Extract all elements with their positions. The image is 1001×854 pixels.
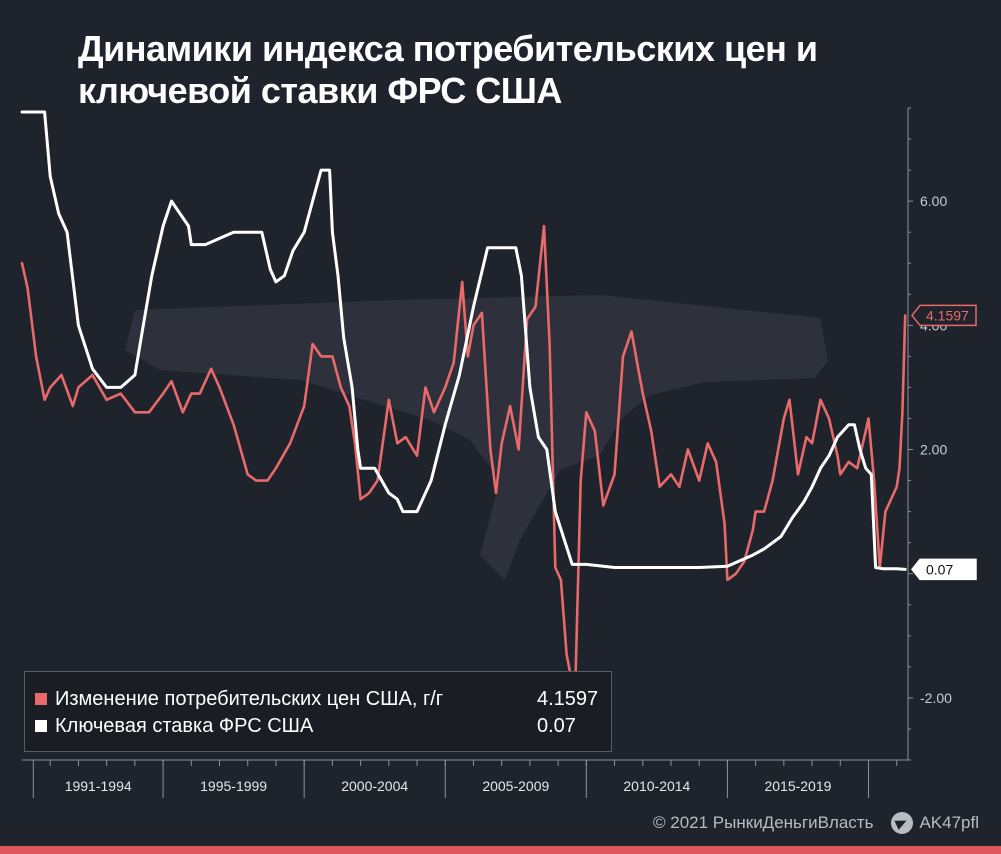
value-tag-fed xyxy=(911,558,977,581)
legend-swatch-fed xyxy=(35,720,47,732)
legend-item-cpi: Изменение потребительских цен США, г/г 4… xyxy=(35,685,599,713)
y-tick-label: 2.00 xyxy=(920,442,947,458)
telegram-icon xyxy=(891,812,914,834)
legend-item-fed: Ключевая ставка ФРС США 0.07 xyxy=(35,712,595,740)
legend-label-fed: Ключевая ставка ФРС США xyxy=(55,714,314,737)
channel-name: AK47pfl xyxy=(919,813,979,832)
line-cpi xyxy=(20,224,907,700)
chart-title: Динамики индекса потребительских цен и к… xyxy=(78,28,818,111)
legend-swatch-cpi xyxy=(35,693,47,705)
last-value-tags: 4.1597 0.07 xyxy=(911,304,977,581)
x-group-label: 2000-2004 xyxy=(341,778,408,794)
legend-value-fed: 0.07 xyxy=(537,714,576,737)
chart-axes: -2.002.004.006.001991-19941995-19992000-… xyxy=(22,107,952,798)
x-group-label: 1995-1999 xyxy=(200,778,267,794)
legend-label-cpi: Изменение потребительских цен США, г/г xyxy=(55,687,444,710)
chart-legend: Изменение потребительских цен США, г/г 4… xyxy=(24,671,612,752)
value-tag-cpi xyxy=(911,304,977,327)
y-tick-label: 6.00 xyxy=(920,193,947,209)
watermark-rifle-logo xyxy=(125,295,828,580)
line-fed xyxy=(20,110,907,571)
copyright-text: © 2021 РынкиДеньгиВласть xyxy=(653,813,874,832)
series-cpi xyxy=(20,224,907,700)
telegram-channel[interactable]: AK47pfl xyxy=(891,812,979,834)
x-group-label: 2015-2019 xyxy=(764,778,831,794)
value-tag-label-fed: 0.07 xyxy=(926,561,953,577)
value-tag-label-cpi: 4.1597 xyxy=(926,307,969,323)
series-fed xyxy=(20,110,907,571)
bottom-accent-stripe xyxy=(0,846,1001,854)
footer: © 2021 РынкиДеньгиВласть AK47pfl xyxy=(653,810,979,836)
legend-value-cpi: 4.1597 xyxy=(537,687,599,710)
y-tick-label: -2.00 xyxy=(920,690,952,706)
x-group-label: 1991-1994 xyxy=(65,778,132,794)
x-group-label: 2010-2014 xyxy=(623,778,690,794)
x-group-label: 2005-2009 xyxy=(482,778,549,794)
